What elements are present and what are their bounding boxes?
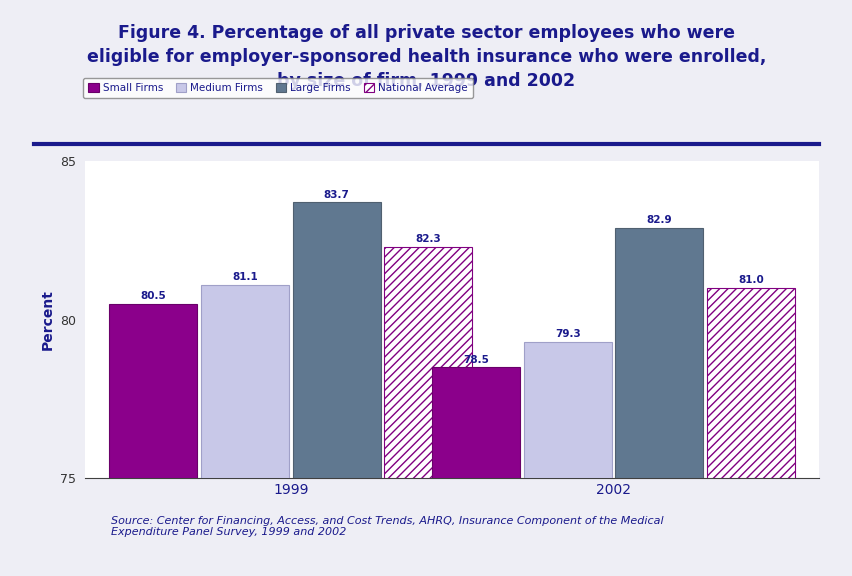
Text: 79.3: 79.3 [554, 329, 580, 339]
Text: Source: Center for Financing, Access, and Cost Trends, AHRQ, Insurance Component: Source: Center for Financing, Access, an… [111, 516, 663, 537]
Text: 82.9: 82.9 [646, 215, 671, 225]
Bar [292, 202, 380, 478]
Text: 81.0: 81.0 [737, 275, 763, 286]
Text: 83.7: 83.7 [323, 190, 349, 200]
Text: 81.1: 81.1 [232, 272, 257, 282]
Bar [614, 228, 703, 478]
Bar [431, 367, 520, 478]
Legend: Small Firms, Medium Firms, Large Firms, National Average: Small Firms, Medium Firms, Large Firms, … [83, 78, 472, 98]
Text: 80.5: 80.5 [140, 291, 166, 301]
Bar [706, 288, 794, 478]
Bar [200, 285, 289, 478]
Text: 78.5: 78.5 [463, 355, 488, 365]
Bar [383, 247, 472, 478]
Y-axis label: Percent: Percent [41, 289, 55, 350]
Text: Figure 4. Percentage of all private sector employees who were
eligible for emplo: Figure 4. Percentage of all private sect… [87, 24, 765, 89]
Text: 82.3: 82.3 [415, 234, 440, 244]
Bar [109, 304, 197, 478]
Bar [523, 342, 611, 478]
